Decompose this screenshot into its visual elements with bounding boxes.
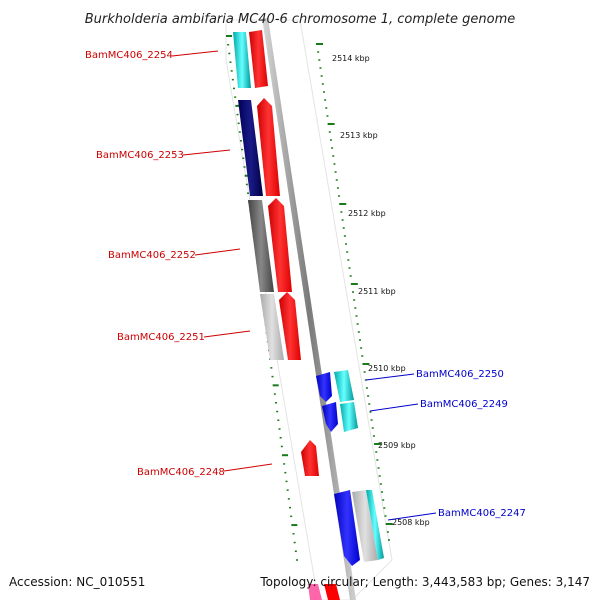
scale-label-2513: 2513 kbp	[340, 131, 378, 140]
gene-labels-left: BamMC406_2254 BamMC406_2253 BamMC406_225…	[85, 50, 225, 478]
gene-label-2251[interactable]: BamMC406_2251	[117, 332, 205, 343]
gene-block-2247[interactable]	[334, 490, 384, 566]
scale-labels: 2514 kbp 2513 kbp 2512 kbp 2511 kbp 2510…	[332, 54, 430, 527]
gene-block-2250[interactable]	[316, 370, 354, 402]
scale-label-2512: 2512 kbp	[348, 209, 386, 218]
page-title: Burkholderia ambifaria MC40-6 chromosome…	[85, 12, 515, 27]
gene-block-2249[interactable]	[322, 402, 358, 432]
gene-block-2253[interactable]	[238, 98, 280, 196]
scale-label-2508: 2508 kbp	[392, 518, 430, 527]
label-leaders	[171, 50, 437, 521]
gene-block-2248[interactable]	[301, 440, 319, 476]
leader-2254	[171, 50, 219, 57]
leader-2249	[369, 403, 419, 412]
gene-labels-right: BamMC406_2250 BamMC406_2249 BamMC406_224…	[416, 369, 526, 519]
leader-2251	[203, 330, 251, 338]
leader-2248	[223, 463, 273, 472]
leader-2252	[194, 248, 241, 256]
gene-label-2248[interactable]: BamMC406_2248	[137, 467, 225, 478]
gene-label-2247[interactable]: BamMC406_2247	[438, 508, 526, 519]
gene-block-2252[interactable]	[248, 198, 292, 292]
leader-2247	[387, 512, 437, 521]
gene-block-2251[interactable]	[260, 292, 301, 360]
gene-block-fragment	[308, 584, 340, 600]
gene-label-2250[interactable]: BamMC406_2250	[416, 369, 504, 380]
gene-block-2254[interactable]	[233, 30, 268, 88]
topology-text: Topology: circular; Length: 3,443,583 bp…	[259, 575, 590, 589]
scale-label-2514: 2514 kbp	[332, 54, 370, 63]
accession-text: Accession: NC_010551	[9, 575, 145, 589]
scale-label-2510: 2510 kbp	[368, 364, 406, 373]
scale-label-2511: 2511 kbp	[358, 287, 396, 296]
gene-label-2253[interactable]: BamMC406_2253	[96, 150, 184, 161]
leader-2250	[365, 373, 415, 381]
gene-label-2252[interactable]: BamMC406_2252	[108, 250, 196, 261]
gene-label-2254[interactable]: BamMC406_2254	[85, 50, 173, 61]
gene-label-2249[interactable]: BamMC406_2249	[420, 399, 508, 410]
scale-label-2509: 2509 kbp	[378, 441, 416, 450]
genome-backbone	[262, 18, 356, 600]
leader-2253	[182, 149, 231, 156]
